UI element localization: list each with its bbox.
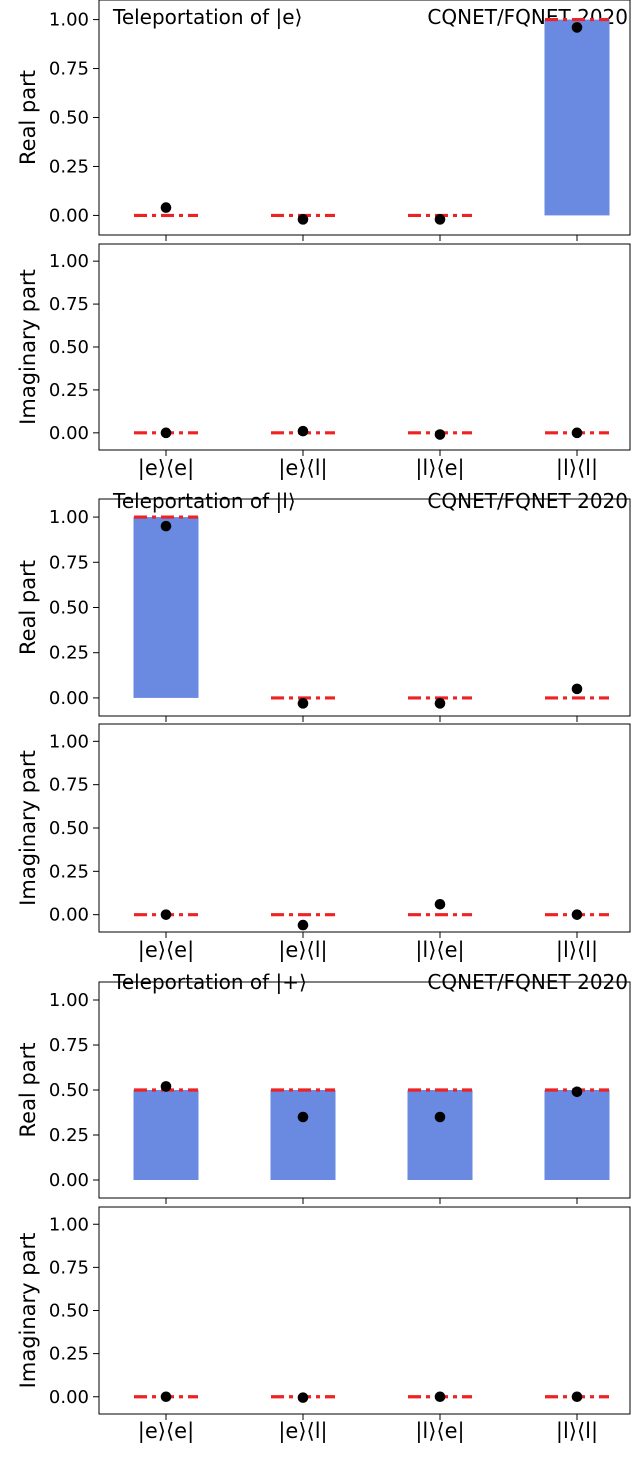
- x-category-label: |e⟩⟨e|: [138, 938, 194, 963]
- measured-point: [297, 919, 309, 931]
- y-tick-label: 0.25: [49, 156, 89, 177]
- measured-point: [434, 1391, 446, 1403]
- chart-title: Teleportation of |e⟩: [112, 5, 302, 29]
- y-tick-label: 0.75: [49, 775, 89, 796]
- plot-frame: [98, 723, 631, 933]
- y-tick-label: 0.25: [49, 380, 89, 401]
- x-category-label: |e⟩⟨l|: [278, 938, 327, 963]
- y-tick-label: 0.00: [49, 905, 89, 926]
- y-tick-label: 0.25: [49, 1125, 89, 1146]
- x-category-label: |l⟩⟨l|: [556, 456, 598, 481]
- y-tick-label: 0.75: [49, 1035, 89, 1056]
- x-category-label: |e⟩⟨e|: [138, 456, 194, 481]
- y-tick-label: 0.00: [49, 423, 89, 444]
- y-tick-label: 0.50: [49, 818, 89, 839]
- y-axis-label: Imaginary part: [16, 269, 40, 425]
- y-tick-label: 0.25: [49, 643, 89, 664]
- measured-point: [434, 1111, 446, 1123]
- y-axis-label: Real part: [16, 1042, 40, 1137]
- measured-point: [297, 425, 309, 437]
- measured-point: [571, 1391, 583, 1403]
- plot-frame: [98, 243, 631, 451]
- chart-credit: CQNET/FQNET 2020: [427, 489, 628, 513]
- y-tick-label: 0.75: [49, 59, 89, 80]
- measured-point: [571, 427, 583, 439]
- chart-block: Teleportation of |l⟩ CQNET/FQNET 20200.00…: [16, 489, 631, 963]
- measured-point: [297, 1392, 309, 1403]
- measured-point: [434, 698, 446, 709]
- real-part-panel: 0.00 0.25 0.50 0.75 1.00 Real part: [16, 0, 631, 241]
- y-tick-label: 0.50: [49, 1080, 89, 1101]
- imaginary-part-panel: 0.00 0.25 0.50 0.75 1.00 Imaginary part |e⟩⟨e|…: [16, 723, 631, 963]
- measured-point: [160, 427, 172, 439]
- y-axis-label: Imaginary part: [16, 1233, 40, 1389]
- y-tick-label: 0.00: [49, 205, 89, 226]
- x-category-label: |e⟩⟨l|: [278, 456, 327, 481]
- measured-point: [297, 1111, 309, 1123]
- real-part-panel: 0.00 0.25 0.50 0.75 1.00 Real part: [16, 981, 631, 1204]
- ideal-bar: [133, 517, 199, 698]
- measured-point: [160, 1081, 172, 1092]
- y-tick-label: 0.50: [49, 1301, 89, 1322]
- chart-block: Teleportation of |e⟩ CQNET/FQNET 20200.00…: [16, 0, 631, 481]
- y-tick-label: 0.75: [49, 294, 89, 315]
- y-tick-label: 1.00: [49, 251, 89, 272]
- x-category-label: |e⟩⟨e|: [138, 1419, 194, 1444]
- x-category-label: |l⟩⟨e|: [415, 1419, 464, 1444]
- measured-point: [571, 1086, 583, 1098]
- y-axis-label: Real part: [16, 70, 40, 165]
- ideal-bar: [407, 1090, 473, 1180]
- y-axis-label: Real part: [16, 560, 40, 655]
- y-tick-label: 0.00: [49, 688, 89, 709]
- y-tick-label: 0.75: [49, 1257, 89, 1278]
- y-tick-label: 0.25: [49, 861, 89, 882]
- x-category-label: |e⟩⟨l|: [278, 1419, 327, 1444]
- ideal-bar: [270, 1090, 336, 1180]
- imaginary-part-panel: 0.00 0.25 0.50 0.75 1.00 Imaginary part |e⟩⟨e|…: [16, 243, 631, 481]
- x-category-label: |l⟩⟨l|: [556, 938, 598, 963]
- y-tick-label: 1.00: [49, 10, 89, 31]
- measured-point: [434, 429, 446, 440]
- plot-frame: [98, 1206, 631, 1415]
- measured-point: [160, 202, 172, 213]
- real-part-panel: 0.00 0.25 0.50 0.75 1.00 Real part: [16, 498, 631, 722]
- imaginary-part-panel: 0.00 0.25 0.50 0.75 1.00 Imaginary part |e⟩⟨e|…: [16, 1206, 631, 1444]
- y-tick-label: 1.00: [49, 507, 89, 528]
- measured-point: [160, 1391, 172, 1403]
- measured-point: [571, 22, 583, 33]
- measured-point: [160, 520, 172, 532]
- y-tick-label: 1.00: [49, 1214, 89, 1235]
- x-category-label: |l⟩⟨e|: [415, 456, 464, 481]
- measured-point: [434, 214, 446, 225]
- measured-point: [571, 683, 583, 695]
- y-tick-label: 0.75: [49, 552, 89, 573]
- measured-point: [297, 698, 309, 709]
- y-tick-label: 0.50: [49, 108, 89, 129]
- x-category-label: |l⟩⟨l|: [556, 1419, 598, 1444]
- ideal-bar: [544, 1090, 610, 1180]
- y-tick-label: 1.00: [49, 731, 89, 752]
- y-axis-label: Imaginary part: [16, 750, 40, 906]
- y-tick-label: 0.00: [49, 1170, 89, 1191]
- measured-point: [434, 898, 446, 910]
- x-category-label: |l⟩⟨e|: [415, 938, 464, 963]
- y-tick-label: 0.00: [49, 1387, 89, 1408]
- y-tick-label: 1.00: [49, 990, 89, 1011]
- measured-point: [571, 909, 583, 920]
- measured-point: [297, 214, 309, 225]
- ideal-bar: [544, 19, 610, 216]
- chart-block: Teleportation of |+⟩ CQNET/FQNET 20200.00…: [16, 970, 631, 1444]
- chart-title: Teleportation of |l⟩: [112, 489, 296, 513]
- y-tick-label: 0.50: [49, 598, 89, 619]
- measured-point: [160, 909, 172, 920]
- y-tick-label: 0.50: [49, 337, 89, 358]
- ideal-bar: [133, 1090, 199, 1180]
- y-tick-label: 0.25: [49, 1344, 89, 1365]
